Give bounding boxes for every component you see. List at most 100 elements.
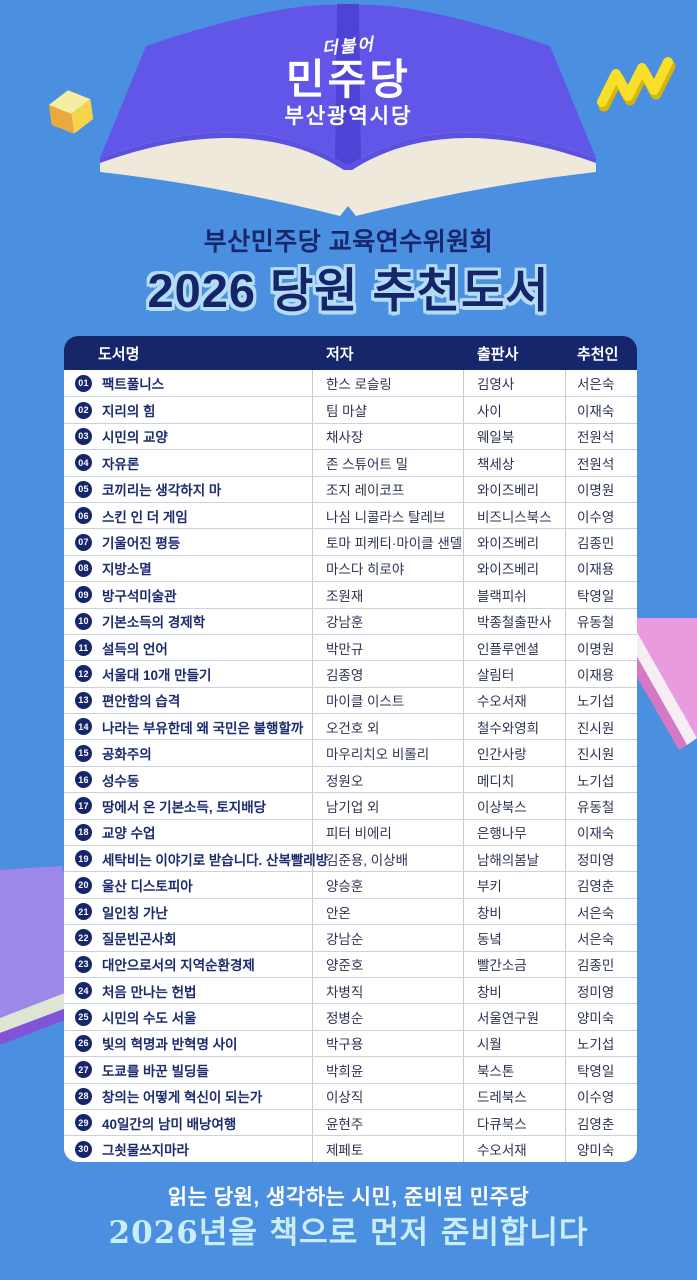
table-row: 30 그쇳물쓰지마라 제페토 수오서재 양미숙 [64, 1135, 637, 1162]
recommender-cell: 이재숙 [565, 397, 637, 423]
book-title-cell: 05 코끼리는 생각하지 마 [64, 477, 312, 502]
table-row: 15 공화주의 마우리치오 비롤리 인간사랑 진시원 [64, 739, 637, 766]
recommender-cell: 이명원 [565, 476, 637, 502]
table-row: 17 땅에서 온 기본소득, 토지배당 남기업 외 이상북스 유동철 [64, 792, 637, 819]
party-logo: 더불어 민주당 부산광역시당 [0, 35, 697, 128]
author-cell: 윤현주 [312, 1109, 463, 1136]
recommender-cell: 이수영 [565, 502, 637, 529]
row-number-badge: 23 [75, 955, 92, 973]
book-title-text: 자유론 [102, 456, 140, 472]
recommender-cell: 김종민 [565, 529, 637, 555]
book-title-cell: 27 도쿄를 바꾼 빌딩들 [64, 1057, 312, 1082]
author-cell: 오건호 외 [312, 714, 463, 740]
publisher-cell: 인플루엔셜 [463, 634, 565, 661]
recommender-cell: 진시원 [565, 714, 637, 740]
author-cell: 박만규 [312, 634, 463, 661]
book-title-cell: 17 땅에서 온 기본소득, 토지배당 [64, 793, 312, 818]
row-number-badge: 08 [75, 559, 92, 577]
row-number-badge: 06 [75, 507, 92, 525]
row-number-badge: 11 [75, 639, 92, 657]
recommender-cell: 김종민 [565, 951, 637, 977]
recommender-cell: 이수영 [565, 1083, 637, 1109]
author-cell: 강남훈 [312, 608, 463, 634]
row-number-badge: 10 [75, 612, 92, 630]
table-row: 08 지방소멸 마스다 히로야 와이즈베리 이재용 [64, 554, 637, 582]
author-cell: 채사장 [312, 423, 463, 450]
yellow-squiggle-icon [597, 57, 676, 112]
recommender-cell: 서은숙 [565, 370, 637, 397]
book-title-cell: 13 편안함의 습격 [64, 688, 312, 713]
table-row: 18 교양 수업 피터 비에리 은행나무 이재숙 [64, 818, 637, 846]
author-cell: 양승훈 [312, 872, 463, 898]
author-cell: 마우리치오 비롤리 [312, 740, 463, 766]
row-number-badge: 09 [75, 586, 92, 604]
table-row: 12 서울대 10개 만들기 김종영 살림터 이재용 [64, 660, 637, 687]
book-title-cell: 11 설득의 언어 [64, 635, 312, 660]
footer-message: 2026년을 책으로 먼저 준비합니다 [108, 1215, 589, 1251]
publisher-cell: 창비 [463, 977, 565, 1004]
row-number-badge: 17 [75, 797, 92, 815]
book-title-text: 그쇳물쓰지마라 [102, 1143, 189, 1159]
book-title-text: 시민의 교양 [102, 430, 168, 446]
row-number-badge: 25 [75, 1008, 92, 1026]
row-number-badge: 01 [75, 374, 92, 392]
publisher-cell: 북스톤 [463, 1057, 565, 1083]
book-title-cell: 06 스킨 인 더 게임 [64, 503, 312, 528]
book-title-cell: 28 창의는 어떻게 혁신이 되는가 [64, 1084, 312, 1109]
table-row: 23 대안으로서의 지역순환경제 양준호 빨간소금 김종민 [64, 950, 637, 977]
row-number-badge: 22 [75, 929, 92, 947]
table-row: 06 스킨 인 더 게임 나심 니콜라스 탈레브 비즈니스북스 이수영 [64, 501, 637, 529]
row-number-badge: 12 [75, 665, 92, 683]
publisher-cell: 블랙피쉬 [463, 582, 565, 608]
recommender-cell: 노기섭 [565, 766, 637, 793]
row-number-badge: 02 [75, 401, 92, 419]
row-number-badge: 14 [75, 718, 92, 736]
book-title-cell: 24 처음 만나는 헌법 [64, 978, 312, 1003]
footer-slogan: 읽는 당원, 생각하는 시민, 준비된 민주당 [167, 1186, 530, 1209]
row-number-badge: 03 [75, 427, 92, 445]
column-header-book-title: 도서명 [98, 345, 140, 363]
book-table-body: 01 팩트풀니스 한스 로슬링 김영사 서은숙 02 지리의 힘 팀 마샬 사이… [64, 370, 637, 1162]
author-cell: 제페토 [312, 1136, 463, 1162]
table-row: 16 성수동 정원오 메디치 노기섭 [64, 765, 637, 793]
recommender-cell: 양미숙 [565, 1004, 637, 1030]
book-title-cell: 25 시민의 수도 서울 [64, 1004, 312, 1029]
book-title-cell: 29 40일간의 남미 배낭여행 [64, 1110, 312, 1135]
book-title-text: 질문빈곤사회 [102, 931, 177, 947]
book-title-cell: 16 성수동 [64, 767, 312, 792]
recommender-cell: 탁영일 [565, 1057, 637, 1083]
book-title-text: 성수동 [102, 773, 140, 789]
recommender-cell: 유동철 [565, 793, 637, 819]
row-number-badge: 05 [75, 480, 92, 498]
author-cell: 강남순 [312, 925, 463, 951]
book-title-cell: 04 자유론 [64, 450, 312, 475]
logo-chapter-name: 부산광역시당 [284, 104, 413, 128]
row-number-badge: 16 [75, 771, 92, 789]
book-title-text: 도쿄를 바꾼 빌딩들 [102, 1063, 209, 1079]
book-title-cell: 01 팩트풀니스 [64, 370, 312, 396]
publisher-cell: 와이즈베리 [463, 529, 565, 555]
publisher-cell: 살림터 [463, 661, 565, 687]
book-title-text: 공화주의 [102, 747, 152, 763]
publisher-cell: 다큐북스 [463, 1109, 565, 1136]
table-row: 09 방구석미술관 조원재 블랙피쉬 탁영일 [64, 581, 637, 608]
book-title-text: 시민의 수도 서울 [102, 1011, 197, 1027]
book-title-text: 나라는 부유한데 왜 국민은 불행할까 [102, 720, 304, 736]
poster-subtitle: 부산민주당 교육연수위원회 [203, 228, 494, 256]
table-row: 24 처음 만나는 헌법 차병직 창비 정미영 [64, 976, 637, 1004]
publisher-cell: 빨간소금 [463, 951, 565, 977]
row-number-badge: 19 [75, 850, 92, 868]
table-row: 27 도쿄를 바꾼 빌딩들 박희윤 북스톤 탁영일 [64, 1056, 637, 1083]
book-title-text: 스킨 인 더 게임 [102, 509, 188, 525]
author-cell: 조원재 [312, 582, 463, 608]
page-title: 2026 당원 추천도서 [147, 264, 550, 317]
author-cell: 박희윤 [312, 1057, 463, 1083]
recommender-cell: 이재숙 [565, 819, 637, 846]
recommender-cell: 정미영 [565, 846, 637, 872]
recommender-cell: 김영춘 [565, 872, 637, 898]
row-number-badge: 24 [75, 982, 92, 1000]
book-title-cell: 20 울산 디스토피아 [64, 872, 312, 897]
publisher-cell: 철수와영희 [463, 714, 565, 740]
publisher-cell: 책세상 [463, 450, 565, 476]
row-number-badge: 04 [75, 454, 92, 472]
